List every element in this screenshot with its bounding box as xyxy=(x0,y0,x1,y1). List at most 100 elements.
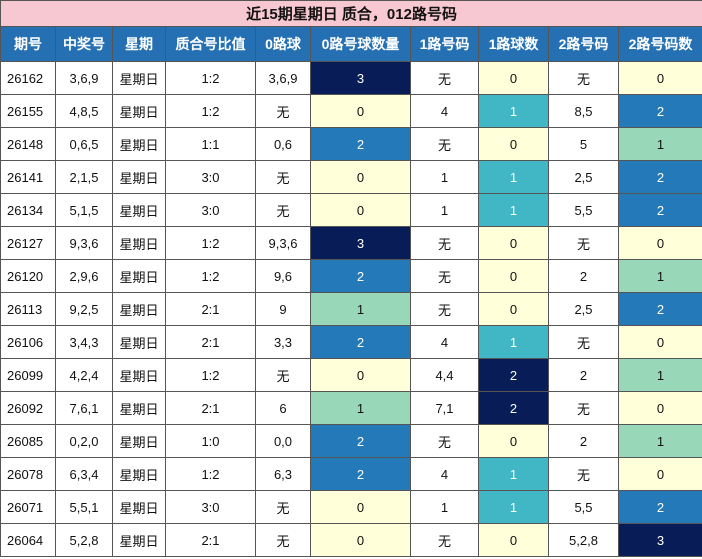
count-cell: 2 xyxy=(617,160,702,194)
text-cell: 5,5,1 xyxy=(55,490,113,524)
text-cell: 4 xyxy=(410,325,479,359)
text-cell: 星期日 xyxy=(112,457,166,491)
text-cell: 7,1 xyxy=(410,391,479,425)
text-cell: 26113 xyxy=(0,292,56,326)
text-cell: 无 xyxy=(410,127,479,161)
text-cell: 1:2 xyxy=(165,457,256,491)
text-cell: 2,1,5 xyxy=(55,160,113,194)
count-cell: 1 xyxy=(617,259,702,293)
text-cell: 26092 xyxy=(0,391,56,425)
count-cell: 0 xyxy=(478,424,549,458)
count-cell: 0 xyxy=(310,523,411,557)
count-cell: 0 xyxy=(617,391,702,425)
text-cell: 星期日 xyxy=(112,127,166,161)
count-cell: 2 xyxy=(617,490,702,524)
text-cell: 26148 xyxy=(0,127,56,161)
column-header: 质合号比值 xyxy=(165,26,256,62)
count-cell: 0 xyxy=(617,61,702,95)
data-row: 26078 6,3,4 星期日 1:2 6,3 2 4 1 无 0 xyxy=(0,457,702,491)
text-cell: 无 xyxy=(410,259,479,293)
data-row: 26106 3,4,3 星期日 2:1 3,3 2 4 1 无 0 xyxy=(0,325,702,359)
count-cell: 1 xyxy=(478,490,549,524)
count-cell: 0 xyxy=(478,259,549,293)
column-header: 0路号球数量 xyxy=(310,26,411,62)
text-cell: 1 xyxy=(410,490,479,524)
column-header: 期号 xyxy=(0,26,56,62)
text-cell: 2 xyxy=(548,424,619,458)
text-cell: 1:2 xyxy=(165,259,256,293)
text-cell: 6,3 xyxy=(255,457,311,491)
count-cell: 0 xyxy=(310,94,411,128)
count-cell: 2 xyxy=(310,457,411,491)
text-cell: 2,5 xyxy=(548,292,619,326)
count-cell: 2 xyxy=(310,259,411,293)
text-cell: 1:2 xyxy=(165,94,256,128)
count-cell: 0 xyxy=(478,226,549,260)
text-cell: 星期日 xyxy=(112,292,166,326)
text-cell: 3,6,9 xyxy=(55,61,113,95)
count-cell: 1 xyxy=(617,424,702,458)
text-cell: 星期日 xyxy=(112,226,166,260)
text-cell: 6 xyxy=(255,391,311,425)
count-cell: 0 xyxy=(617,226,702,260)
count-cell: 2 xyxy=(478,391,549,425)
text-cell: 星期日 xyxy=(112,94,166,128)
column-header: 0路球 xyxy=(255,26,311,62)
text-cell: 星期日 xyxy=(112,193,166,227)
data-row: 26134 5,1,5 星期日 3:0 无 0 1 1 5,5 2 xyxy=(0,193,702,227)
text-cell: 9,3,6 xyxy=(55,226,113,260)
count-cell: 1 xyxy=(478,325,549,359)
count-cell: 1 xyxy=(478,160,549,194)
count-cell: 1 xyxy=(478,193,549,227)
text-cell: 星期日 xyxy=(112,259,166,293)
column-header: 中奖号 xyxy=(55,26,113,62)
data-row: 26085 0,2,0 星期日 1:0 0,0 2 无 0 2 1 xyxy=(0,424,702,458)
table-title: 近15期星期日 质合，012路号码 xyxy=(0,0,702,27)
column-header: 1路球数 xyxy=(478,26,549,62)
count-cell: 2 xyxy=(310,424,411,458)
count-cell: 0 xyxy=(478,127,549,161)
text-cell: 5,5 xyxy=(548,490,619,524)
text-cell: 26078 xyxy=(0,457,56,491)
text-cell: 6,3,4 xyxy=(55,457,113,491)
text-cell: 26162 xyxy=(0,61,56,95)
data-row: 26127 9,3,6 星期日 1:2 9,3,6 3 无 0 无 0 xyxy=(0,226,702,260)
text-cell: 8,5 xyxy=(548,94,619,128)
text-cell: 无 xyxy=(548,226,619,260)
text-cell: 7,6,1 xyxy=(55,391,113,425)
count-cell: 0 xyxy=(478,61,549,95)
text-cell: 2:1 xyxy=(165,292,256,326)
count-cell: 1 xyxy=(310,391,411,425)
text-cell: 无 xyxy=(548,457,619,491)
count-cell: 3 xyxy=(310,226,411,260)
text-cell: 26141 xyxy=(0,160,56,194)
count-cell: 0 xyxy=(478,523,549,557)
text-cell: 4,4 xyxy=(410,358,479,392)
text-cell: 无 xyxy=(548,325,619,359)
text-cell: 无 xyxy=(255,358,311,392)
column-header: 2路号码 xyxy=(548,26,619,62)
text-cell: 星期日 xyxy=(112,391,166,425)
text-cell: 3:0 xyxy=(165,193,256,227)
text-cell: 2:1 xyxy=(165,391,256,425)
text-cell: 9,6 xyxy=(255,259,311,293)
count-cell: 2 xyxy=(310,127,411,161)
count-cell: 1 xyxy=(617,127,702,161)
text-cell: 1:1 xyxy=(165,127,256,161)
data-row: 26064 5,2,8 星期日 2:1 无 0 无 0 5,2,8 3 xyxy=(0,523,702,557)
text-cell: 0,6 xyxy=(255,127,311,161)
data-row: 26141 2,1,5 星期日 3:0 无 0 1 1 2,5 2 xyxy=(0,160,702,194)
text-cell: 4,8,5 xyxy=(55,94,113,128)
text-cell: 9,2,5 xyxy=(55,292,113,326)
count-cell: 2 xyxy=(310,325,411,359)
text-cell: 5,1,5 xyxy=(55,193,113,227)
text-cell: 4 xyxy=(410,94,479,128)
count-cell: 1 xyxy=(310,292,411,326)
text-cell: 1:2 xyxy=(165,61,256,95)
count-cell: 0 xyxy=(617,457,702,491)
text-cell: 26120 xyxy=(0,259,56,293)
header-row: 期号 中奖号 星期 质合号比值 0路球 0路号球数量 1路号码 1路球数 2路号码 2路号码数 xyxy=(0,26,702,62)
text-cell: 26134 xyxy=(0,193,56,227)
data-row: 26071 5,5,1 星期日 3:0 无 0 1 1 5,5 2 xyxy=(0,490,702,524)
text-cell: 3:0 xyxy=(165,160,256,194)
